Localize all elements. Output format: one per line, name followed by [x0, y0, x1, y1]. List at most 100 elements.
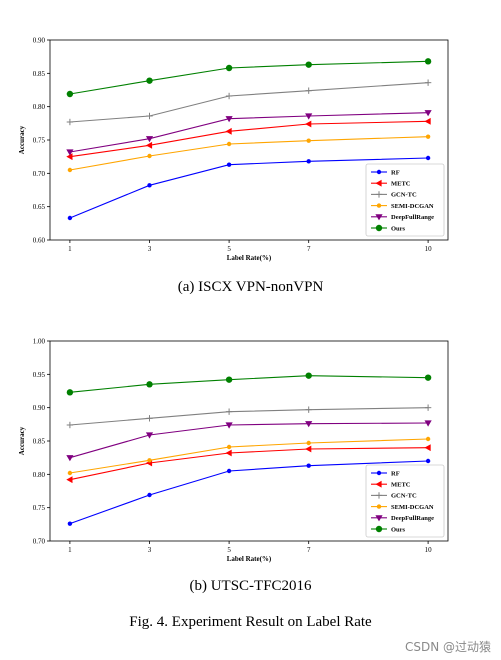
data-point	[66, 389, 74, 396]
x-tick-label: 7	[307, 546, 311, 554]
series-semi-dcgan	[67, 134, 431, 173]
data-point	[145, 432, 154, 439]
data-point	[425, 436, 431, 442]
legend-label: DeepFullRange	[391, 515, 434, 522]
data-point	[66, 118, 74, 126]
legend-item: RF	[371, 169, 400, 176]
data-point	[305, 445, 312, 453]
series-line	[69, 407, 429, 426]
data-point	[305, 113, 313, 120]
y-tick-label: 0.80	[33, 103, 46, 111]
legend-label: METC	[391, 482, 411, 489]
data-point	[67, 470, 73, 476]
legend-label: METC	[391, 181, 411, 188]
legend-marker	[375, 179, 382, 187]
data-point	[225, 422, 233, 429]
data-point	[425, 155, 431, 161]
legend: RF METC GCN-TC SEMI-DCGAN DeepFullRange Ours	[365, 163, 445, 237]
chart-iscx: 0.60 0.65 0.70 0.75 0.80 0.85 0.90 1 3 5 7 10 Label …	[18, 37, 449, 262]
x-tick-label: 1	[68, 546, 72, 554]
legend-item: METC	[371, 480, 411, 489]
data-point	[424, 79, 432, 86]
data-point	[67, 215, 73, 221]
data-point	[66, 153, 73, 161]
subcaption-b: (b) UTSC-TFC2016	[189, 578, 312, 594]
data-point	[425, 458, 431, 464]
data-point	[147, 458, 152, 463]
data-point	[424, 404, 432, 411]
x-tick-label: 5	[227, 245, 231, 253]
y-tick-label: 0.65	[33, 203, 46, 211]
y-tick-label: 0.70	[33, 170, 46, 178]
legend-item: Ours	[371, 224, 406, 232]
legend-marker	[375, 525, 383, 533]
series-line	[69, 60, 429, 95]
data-point	[226, 444, 232, 450]
data-point	[225, 92, 233, 100]
legend-box	[365, 163, 445, 237]
legend-item: METC	[371, 179, 411, 188]
y-tick-label: 0.90	[33, 404, 46, 412]
data-point	[146, 415, 153, 422]
data-point	[146, 381, 153, 388]
legend-marker	[375, 515, 383, 522]
data-point	[306, 463, 311, 468]
legend-item: GCN-TC	[371, 492, 417, 500]
x-tick-label: 1	[68, 245, 72, 253]
series-line	[69, 375, 429, 393]
x-tick-label: 3	[148, 546, 152, 554]
legend-label: SEMI-DCGAN	[391, 504, 434, 511]
data-point	[225, 116, 233, 123]
data-point	[67, 521, 73, 526]
data-point	[306, 138, 311, 143]
x-tick-label: 10	[425, 546, 433, 554]
chart-utsc: 0.70 0.75 0.80 0.85 0.90 0.95 1.00 1 3 5 7 10 Label …	[18, 338, 449, 563]
series-deepfullrange	[66, 420, 432, 462]
legend: RF METC GCN-TC SEMI-DCGAN DeepFullRange Ours	[365, 464, 445, 538]
series-metc	[66, 117, 431, 161]
series-semi-dcgan	[67, 436, 431, 476]
data-point	[425, 134, 431, 139]
series-rf	[67, 458, 431, 526]
legend-marker	[376, 504, 382, 509]
data-point	[226, 162, 232, 167]
legend-label: RF	[391, 470, 400, 477]
series-rf	[67, 155, 431, 221]
y-tick-label: 0.75	[33, 137, 46, 145]
data-point	[424, 110, 432, 117]
data-point	[225, 376, 233, 383]
legend-item: SEMI-DCGAN	[371, 203, 434, 210]
x-tick-label: 7	[307, 245, 311, 253]
data-point	[306, 440, 311, 446]
data-point	[225, 449, 232, 457]
series-metc	[66, 444, 431, 484]
series-gcn-tc	[66, 404, 432, 429]
data-point	[305, 406, 312, 413]
legend-label: GCN-TC	[391, 493, 417, 500]
data-point	[306, 159, 311, 164]
data-point	[424, 420, 432, 427]
watermark: CSDN @过动猿	[404, 640, 491, 654]
data-point	[305, 421, 313, 428]
y-tick-label: 0.90	[33, 37, 46, 45]
data-point	[146, 77, 153, 84]
figure-caption: Fig. 4. Experiment Result on Label Rate	[129, 614, 372, 630]
data-point	[226, 468, 232, 474]
legend-marker	[375, 214, 383, 221]
x-axis-label: Label Rate(%)	[227, 254, 272, 262]
data-point	[145, 141, 153, 149]
data-point	[305, 87, 312, 94]
data-point	[67, 167, 73, 173]
series-gcn-tc	[66, 79, 432, 126]
legend-item: Ours	[371, 525, 406, 533]
data-point	[424, 58, 432, 65]
y-tick-label: 0.80	[33, 471, 46, 479]
data-point	[226, 141, 232, 147]
y-tick-label: 0.85	[33, 70, 46, 78]
data-point	[66, 455, 74, 462]
legend-marker	[376, 203, 382, 208]
series-line	[69, 82, 429, 123]
y-tick-label: 0.85	[33, 438, 46, 446]
legend-label: Ours	[391, 526, 406, 533]
data-point	[225, 408, 233, 415]
